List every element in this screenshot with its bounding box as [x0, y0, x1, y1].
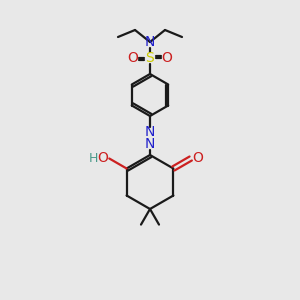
Text: O: O [162, 51, 172, 65]
Text: S: S [146, 51, 154, 65]
Text: O: O [97, 152, 108, 166]
Text: O: O [128, 51, 138, 65]
Text: H: H [88, 152, 98, 165]
Text: N: N [145, 125, 155, 139]
Text: N: N [145, 137, 155, 151]
Text: N: N [145, 35, 155, 49]
Text: O: O [192, 152, 203, 166]
